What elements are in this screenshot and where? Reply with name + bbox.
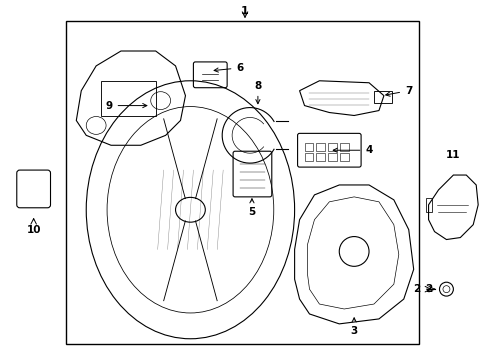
Bar (317, 153, 325, 161)
Text: 6: 6 (214, 63, 244, 73)
Text: 4: 4 (333, 145, 373, 155)
Bar (305, 153, 314, 161)
Text: 3: 3 (350, 318, 358, 336)
Bar (340, 143, 349, 151)
Text: 10: 10 (26, 225, 41, 235)
Bar (66, 21, 418, 344)
Text: 2: 2 (425, 284, 432, 294)
Bar (328, 153, 337, 161)
Bar (328, 143, 337, 151)
Text: 1: 1 (241, 6, 249, 16)
Bar (340, 153, 349, 161)
Text: 5: 5 (248, 199, 256, 217)
Text: 11: 11 (446, 150, 461, 160)
Bar (374, 91, 392, 103)
Text: 2: 2 (413, 284, 420, 294)
Text: 7: 7 (386, 86, 413, 96)
Text: 9: 9 (105, 100, 147, 111)
Text: 8: 8 (254, 81, 262, 104)
Bar (426, 198, 432, 212)
Bar (101, 81, 156, 116)
Bar (317, 143, 325, 151)
Bar (305, 143, 314, 151)
